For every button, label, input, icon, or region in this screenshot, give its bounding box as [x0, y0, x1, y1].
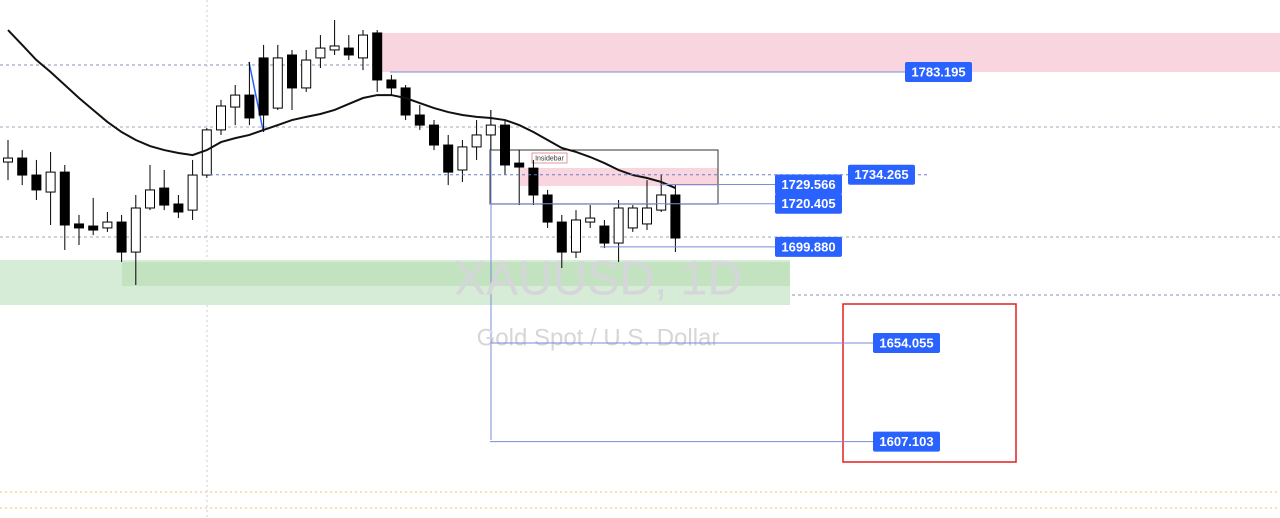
- price-label-box: [775, 193, 842, 214]
- candle-body: [159, 187, 170, 206]
- candle-body: [372, 32, 383, 81]
- supply-zone: [380, 33, 1280, 72]
- price-label: 1783.195: [911, 64, 965, 79]
- candle-body: [272, 57, 283, 109]
- candle-body: [571, 219, 581, 253]
- candle-body: [145, 189, 155, 209]
- price-label-box: [775, 236, 842, 257]
- price-label: 1654.055: [879, 335, 933, 350]
- candle-body: [31, 174, 42, 191]
- candle-body: [642, 207, 652, 225]
- candle-body: [45, 171, 56, 193]
- candle-body: [258, 57, 269, 116]
- candles: [3, 19, 681, 286]
- candle-body: [173, 203, 184, 213]
- candle-body: [102, 221, 113, 229]
- price-label-box: [873, 431, 940, 452]
- price-label: 1729.566: [781, 177, 835, 192]
- candle-body: [443, 144, 454, 173]
- candle-body: [500, 124, 510, 166]
- candle-body: [59, 171, 70, 226]
- candle-body: [429, 124, 439, 146]
- candle-body: [457, 146, 468, 171]
- candle-body: [400, 87, 411, 116]
- candle-body: [116, 221, 127, 253]
- price-label-box: [873, 333, 940, 354]
- annotation: Insidebar: [535, 155, 564, 162]
- candle-body: [485, 124, 496, 136]
- price-label-box: [848, 164, 915, 185]
- candle-body: [656, 194, 667, 211]
- candle-body: [3, 157, 13, 163]
- inside-bar-zone: [520, 168, 718, 186]
- annotation-box: [531, 152, 568, 164]
- watermark-subtitle: Gold Spot / U.S. Dollar: [477, 324, 720, 351]
- price-label: 1607.103: [879, 434, 933, 449]
- candle-body: [343, 47, 354, 56]
- demand-zone-inner: [122, 262, 790, 286]
- candle-body: [301, 59, 312, 89]
- candle-body: [201, 129, 212, 176]
- candle-body: [17, 157, 28, 176]
- candle-body: [287, 54, 297, 89]
- candle-body: [542, 194, 553, 223]
- candle-body: [585, 217, 596, 223]
- candle-body: [130, 207, 141, 253]
- candle-body: [514, 162, 525, 168]
- candle-body: [613, 207, 624, 244]
- candle-body: [358, 34, 368, 59]
- candle-body: [74, 223, 84, 229]
- price-label: 1699.880: [781, 239, 835, 254]
- candle-body: [88, 225, 99, 231]
- candle-body: [329, 45, 340, 51]
- price-label: 1720.405: [781, 196, 835, 211]
- candle-body: [556, 221, 567, 253]
- candle-body: [414, 114, 425, 126]
- watermark-title: XAUUSD, 1D: [454, 253, 742, 306]
- candle-body: [244, 94, 255, 119]
- trend-stroke: [248, 61, 264, 131]
- candle-body: [471, 134, 482, 148]
- price-label-box: [905, 62, 972, 83]
- candle-body: [216, 105, 226, 131]
- price-label-box: [775, 174, 842, 195]
- target-box: [842, 303, 1017, 463]
- candle-body: [386, 79, 397, 89]
- candle-body: [627, 207, 638, 229]
- price-label: 1734.265: [854, 167, 908, 182]
- moving-average: [7, 29, 676, 189]
- candle-body: [187, 174, 198, 211]
- candle-body: [230, 94, 241, 108]
- candle-body: [528, 167, 539, 196]
- candle-body: [315, 47, 326, 59]
- candle-body: [599, 225, 610, 244]
- candle-body: [670, 194, 681, 239]
